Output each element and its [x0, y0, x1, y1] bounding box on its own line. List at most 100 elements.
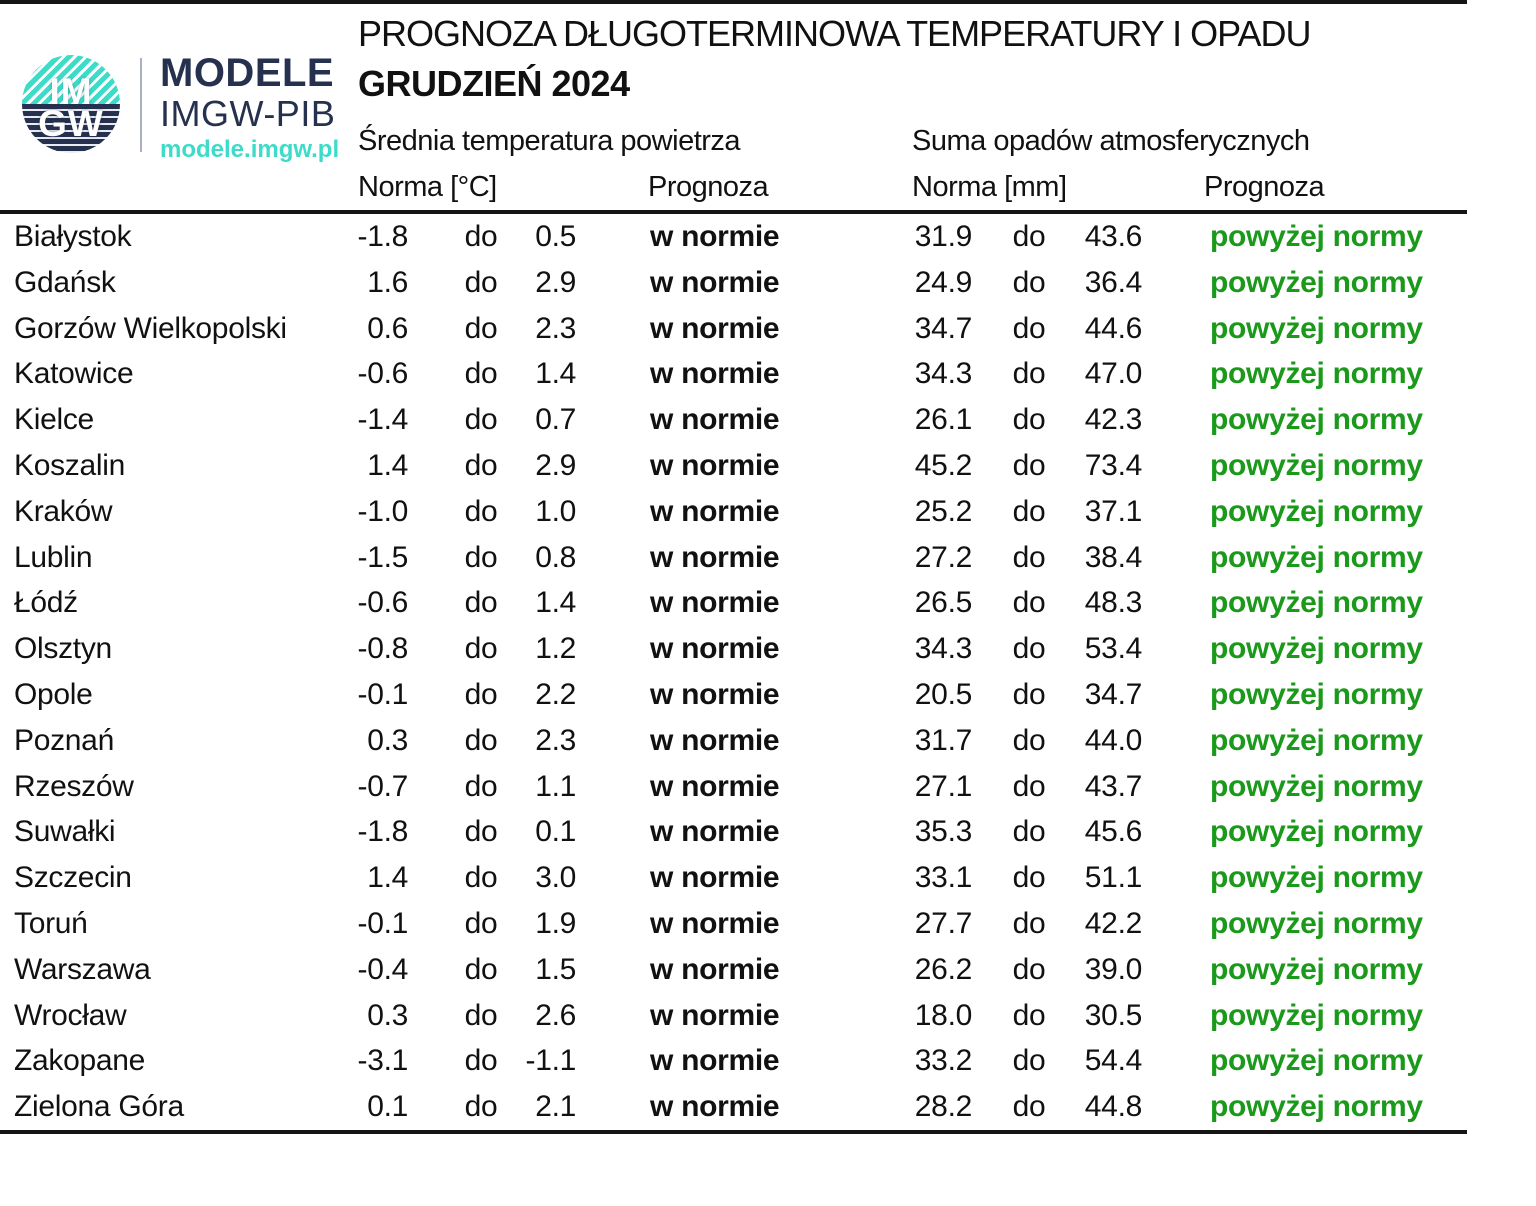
brand-org: IMGW-PIB: [160, 93, 336, 134]
table-row: Poznań 0.3 do 2.3 w normie 31.7 do 44.0 …: [0, 718, 1536, 764]
temp-norm-high: 0.1: [535, 815, 576, 849]
precip-forecast-value: powyżej normy: [1210, 632, 1423, 666]
temp-norm-high: 1.4: [535, 357, 576, 391]
do-separator: do: [1012, 998, 1046, 1032]
temp-forecast-value: w normie: [650, 311, 780, 345]
temp-forecast-value: w normie: [650, 1044, 780, 1078]
city-name: Rzeszów: [14, 769, 134, 803]
temp-norm-low: -3.1: [357, 1044, 409, 1078]
precip-norm-low: 33.1: [914, 861, 973, 895]
precip-norm-low: 26.1: [914, 403, 973, 437]
precip-norm-high: 37.1: [1084, 494, 1143, 528]
do-separator: do: [1012, 494, 1046, 528]
do-separator: do: [464, 220, 498, 253]
do-separator: do: [1012, 632, 1046, 666]
logo-im-text: IM: [49, 71, 93, 112]
temp-forecast-value: w normie: [650, 723, 780, 757]
precip-norm-low: 26.2: [914, 952, 973, 986]
do-separator: do: [464, 677, 498, 711]
temp-norm-low: 0.3: [367, 998, 408, 1032]
temp-norm-low: 1.4: [367, 861, 408, 895]
temp-norm-high: 2.3: [535, 723, 576, 757]
do-separator: do: [1012, 677, 1046, 711]
table-row: Łódź -0.6 do 1.4 w normie 26.5 do 48.3 p…: [0, 580, 1536, 626]
temp-norm-low: 0.3: [367, 723, 408, 757]
precip-norm-high: 73.4: [1084, 448, 1143, 482]
precip-norm-low: 20.5: [914, 677, 973, 711]
do-separator: do: [464, 448, 498, 482]
temp-norm-low: -1.5: [357, 540, 409, 574]
do-separator: do: [464, 632, 498, 666]
do-separator: do: [1012, 357, 1046, 391]
precip-norm-high: 53.4: [1084, 632, 1143, 666]
page-subtitle: GRUDZIEŃ 2024: [358, 63, 630, 104]
precip-norm-low: 34.7: [914, 311, 973, 345]
precip-norm-low: 27.7: [914, 906, 973, 940]
temp-norm-high: 0.7: [535, 403, 576, 437]
city-name: Wrocław: [14, 998, 127, 1032]
precip-norm-high: 30.5: [1084, 998, 1143, 1032]
city-name: Kraków: [14, 494, 113, 528]
temp-norm-high: 1.9: [535, 906, 576, 940]
table-row: Gdańsk 1.6 do 2.9 w normie 24.9 do 36.4 …: [0, 260, 1536, 306]
precip-norm-low: 45.2: [914, 448, 973, 482]
precip-norm-high: 42.2: [1084, 906, 1143, 940]
do-separator: do: [1012, 265, 1046, 299]
precip-norm-low: 31.9: [914, 220, 973, 253]
precip-norm-low: 25.2: [914, 494, 973, 528]
precip-norm-high: 34.7: [1084, 677, 1143, 711]
city-name: Szczecin: [14, 861, 132, 895]
logo-gw-text: GW: [38, 103, 104, 144]
logo-navy-stripes: [22, 104, 120, 153]
table-row: Warszawa -0.4 do 1.5 w normie 26.2 do 39…: [0, 947, 1536, 993]
temp-forecast-value: w normie: [650, 540, 780, 574]
precip-norm-high: 39.0: [1084, 952, 1143, 986]
temp-norm-low: -0.7: [357, 769, 409, 803]
temp-norm-low: 1.4: [367, 448, 408, 482]
temp-norm-high: 2.9: [535, 448, 576, 482]
precip-norm-high: 48.3: [1084, 586, 1143, 620]
precip-forecast-value: powyżej normy: [1210, 906, 1423, 940]
imgw-logo-icon: IM GW: [22, 55, 120, 153]
temp-norm-low: 0.1: [367, 1090, 408, 1124]
do-separator: do: [464, 311, 498, 345]
table-row: Opole -0.1 do 2.2 w normie 20.5 do 34.7 …: [0, 672, 1536, 718]
temp-norm-high: 1.4: [535, 586, 576, 620]
precip-norm-high: 47.0: [1084, 357, 1143, 391]
temp-norm-high: 2.9: [535, 265, 576, 299]
temp-group-header: Średnia temperatura powietrza: [358, 125, 741, 157]
city-name: Toruń: [14, 906, 88, 940]
temp-norm-high: 1.5: [535, 952, 576, 986]
temp-forecast-value: w normie: [650, 952, 780, 986]
city-name: Warszawa: [14, 952, 151, 986]
temp-norm-low: -1.0: [357, 494, 409, 528]
precip-norm-low: 24.9: [914, 265, 973, 299]
city-name: Suwałki: [14, 815, 116, 849]
do-separator: do: [464, 952, 498, 986]
temp-norm-high: 0.5: [535, 220, 576, 253]
table-row: Białystok -1.8 do 0.5 w normie 31.9 do 4…: [0, 214, 1536, 260]
city-name: Lublin: [14, 540, 93, 574]
temp-forecast-value: w normie: [650, 265, 780, 299]
page-title: PROGNOZA DŁUGOTERMINOWA TEMPERATURY I OP…: [358, 13, 1311, 54]
do-separator: do: [1012, 861, 1046, 895]
precip-norm-high: 45.6: [1084, 815, 1143, 849]
temp-forecast-value: w normie: [650, 906, 780, 940]
precip-forecast-value: powyżej normy: [1210, 723, 1423, 757]
city-name: Kielce: [14, 403, 94, 437]
precip-forecast-value: powyżej normy: [1210, 403, 1423, 437]
temp-norm-low: 0.6: [367, 311, 408, 345]
do-separator: do: [464, 357, 498, 391]
table-row: Toruń -0.1 do 1.9 w normie 27.7 do 42.2 …: [0, 901, 1536, 947]
precip-norm-high: 51.1: [1084, 861, 1143, 895]
precip-forecast-value: powyżej normy: [1210, 861, 1423, 895]
do-separator: do: [464, 586, 498, 620]
city-name: Gdańsk: [14, 265, 116, 299]
temp-norm-low: -1.8: [357, 815, 409, 849]
precip-group-header: Suma opadów atmosferycznych: [912, 125, 1310, 157]
city-name: Łódź: [14, 586, 78, 620]
temp-norm-high: 2.6: [535, 998, 576, 1032]
precip-norm-high: 44.8: [1084, 1090, 1143, 1124]
do-separator: do: [464, 265, 498, 299]
table-row: Lublin -1.5 do 0.8 w normie 27.2 do 38.4…: [0, 535, 1536, 581]
